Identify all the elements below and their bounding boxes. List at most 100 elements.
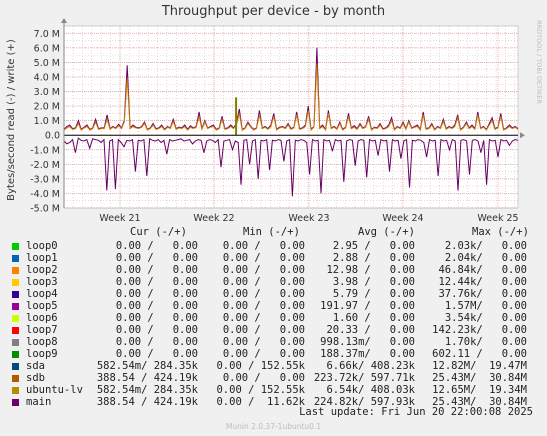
legend-name: loop6 xyxy=(26,312,58,324)
legend-max: 25.43M/ 30.84M xyxy=(432,372,527,384)
legend-min: 0.00 / 0.00 xyxy=(222,252,305,264)
legend-name: loop5 xyxy=(26,300,58,312)
x-tick-label: Week 24 xyxy=(382,213,423,224)
legend-name: loop9 xyxy=(26,348,58,360)
legend-min: 0.00 / 0.00 xyxy=(222,324,305,336)
legend-max: 2.03k/ 0.00 xyxy=(444,240,527,252)
y-tick-label: 7.0 M xyxy=(34,29,60,40)
y-axis-arrow xyxy=(61,18,67,23)
legend-min: 0.00 / 0.00 xyxy=(222,288,305,300)
rrdtool-credit: RRDTOOL / TOBI OETIKER xyxy=(535,20,543,104)
legend-min: 0.00 / 0.00 xyxy=(222,336,305,348)
legend-min: 0.00 / 0.00 xyxy=(222,348,305,360)
legend-name: loop0 xyxy=(26,240,58,252)
plot-area: 7.0 M 6.0 M 5.0 M 4.0 M 3.0 M 2.0 M 1.0 M 0.0 -1… xyxy=(6,18,543,224)
legend-cur: 0.00 / 0.00 xyxy=(115,264,198,276)
legend-swatch xyxy=(12,267,19,274)
legend-cur: 0.00 / 0.00 xyxy=(115,312,198,324)
legend-avg: 20.33 / 0.00 xyxy=(326,324,415,336)
legend-max: 46.84k/ 0.00 xyxy=(438,264,527,276)
legend-cur: 0.00 / 0.00 xyxy=(115,348,198,360)
legend-max: 12.82M/ 19.47M xyxy=(432,360,527,372)
legend-min: 0.00 / 0.00 xyxy=(222,312,305,324)
legend-min: 0.00 / 0.00 xyxy=(222,240,305,252)
legend-cur: 0.00 / 0.00 xyxy=(115,300,198,312)
legend-max: 1.57M/ 0.00 xyxy=(444,300,527,312)
legend-row-loop1: loop1 0.00 / 0.00 0.00 / 0.00 2.88 / 0.00 2.… xyxy=(0,252,547,264)
series-line-ubuntu-lv-write xyxy=(63,63,519,132)
legend-max: 3.54k/ 0.00 xyxy=(444,312,527,324)
y-tick-label: 0.0 xyxy=(45,131,60,142)
x-axis-arrow xyxy=(520,132,525,139)
legend-cur: 0.00 / 0.00 xyxy=(115,240,198,252)
legend-row-sda: sda 582.54m/ 284.35k 0.00 / 152.55k 6.66k/ … xyxy=(0,360,547,372)
legend-swatch xyxy=(12,387,19,394)
legend-header-cur: Cur (-/+) xyxy=(130,226,187,238)
legend-row-loop0: loop0 0.00 / 0.00 0.00 / 0.00 2.95 / 0.00 2.… xyxy=(0,240,547,252)
legend-row-loop6: loop6 0.00 / 0.00 0.00 / 0.00 1.60 / 0.00 3.… xyxy=(0,312,547,324)
legend-cur: 0.00 / 0.00 xyxy=(115,336,198,348)
legend-row-sdb: sdb 388.54 / 424.19k 0.00 / 0.00 223.72k/ 5… xyxy=(0,372,547,384)
legend-avg: 6.66k/ 408.23k xyxy=(326,360,415,372)
legend-name: loop7 xyxy=(26,324,58,336)
y-tick-label: -3.0 M xyxy=(30,174,60,185)
legend-max: 1.70k/ 0.00 xyxy=(444,336,527,348)
legend-cur: 0.00 / 0.00 xyxy=(115,288,198,300)
legend-header-avg: Avg (-/+) xyxy=(358,226,415,238)
legend-header-max: Max (-/+) xyxy=(472,226,529,238)
legend-header: Cur (-/+) Min (-/+) Avg (-/+) Max (-/+) xyxy=(0,226,547,238)
y-tick-label: 1.0 M xyxy=(34,116,60,127)
legend-swatch xyxy=(12,279,19,286)
legend-name: loop1 xyxy=(26,252,58,264)
x-tick-label: Week 22 xyxy=(193,213,234,224)
legend-min: 0.00 / 0.00 xyxy=(222,300,305,312)
legend-avg: 5.79 / 0.00 xyxy=(332,288,415,300)
legend-avg: 2.95 / 0.00 xyxy=(332,240,415,252)
y-axis-label: Bytes/second read (-) / write (+) xyxy=(6,39,17,201)
y-tick-label: 2.0 M xyxy=(34,102,60,113)
legend-row-loop3: loop3 0.00 / 0.00 0.00 / 0.00 3.98 / 0.00 12… xyxy=(0,276,547,288)
legend-row-loop9: loop9 0.00 / 0.00 0.00 / 0.00 188.37m/ 0.00… xyxy=(0,348,547,360)
legend-row-loop7: loop7 0.00 / 0.00 0.00 / 0.00 20.33 / 0.00 1… xyxy=(0,324,547,336)
legend-max: 12.44k/ 0.00 xyxy=(438,276,527,288)
legend-min: 0.00 / 0.00 xyxy=(222,276,305,288)
last-update: Last update: Fri Jun 20 22:00:08 2025 xyxy=(299,406,533,418)
legend-row-ubuntu-lv: ubuntu-lv 582.54m/ 284.35k 0.00 / 152.55k 6… xyxy=(0,384,547,396)
legend-max: 25.43M/ 30.84M xyxy=(432,396,527,408)
legend-swatch xyxy=(12,363,19,370)
legend-row-loop8: loop8 0.00 / 0.00 0.00 / 0.00 998.13m/ 0.00… xyxy=(0,336,547,348)
x-tick-label: Week 25 xyxy=(477,213,518,224)
legend-name: loop4 xyxy=(26,288,58,300)
legend-cur: 0.00 / 0.00 xyxy=(115,324,198,336)
legend-max: 37.76k/ 0.00 xyxy=(438,288,527,300)
legend-min: 0.00 / 152.55k xyxy=(216,384,305,396)
series-line-main-read xyxy=(63,137,519,197)
series-spike-loop8 xyxy=(235,97,238,136)
x-tick-label: Week 23 xyxy=(288,213,329,224)
legend-max: 602.11 / 0.00 xyxy=(432,348,527,360)
legend-avg: 224.82k/ 597.93k xyxy=(313,396,415,408)
chart-title: Throughput per device - by month xyxy=(161,4,386,19)
legend-name: loop8 xyxy=(26,336,58,348)
legend-name: loop3 xyxy=(26,276,58,288)
series xyxy=(61,18,525,208)
y-tick-label: -2.0 M xyxy=(30,160,60,171)
legend-cur: 582.54m/ 284.35k xyxy=(96,384,198,396)
y-tick-label: 5.0 M xyxy=(34,58,60,69)
legend-name: sda xyxy=(26,360,45,372)
legend-swatch xyxy=(12,351,19,358)
y-tick-label: -4.0 M xyxy=(30,189,60,200)
y-tick-label: 4.0 M xyxy=(34,72,60,83)
legend-header-min: Min (-/+) xyxy=(243,226,300,238)
grid xyxy=(63,25,519,209)
legend-swatch xyxy=(12,399,19,406)
y-ticks: 7.0 M 6.0 M 5.0 M 4.0 M 3.0 M 2.0 M 1.0 M 0.0 -1… xyxy=(30,29,60,215)
legend-avg: 188.37m/ 0.00 xyxy=(320,348,415,360)
legend-cur: 388.54 / 424.19k xyxy=(96,372,198,384)
legend-name: ubuntu-lv xyxy=(26,384,83,396)
x-tick-label: Week 21 xyxy=(99,213,140,224)
legend-row-main: main 388.54 / 424.19k 0.00 / 11.62k 224.82k… xyxy=(0,396,547,408)
legend-max: 2.04k/ 0.00 xyxy=(444,252,527,264)
legend-cur: 0.00 / 0.00 xyxy=(115,276,198,288)
legend-swatch xyxy=(12,255,19,262)
